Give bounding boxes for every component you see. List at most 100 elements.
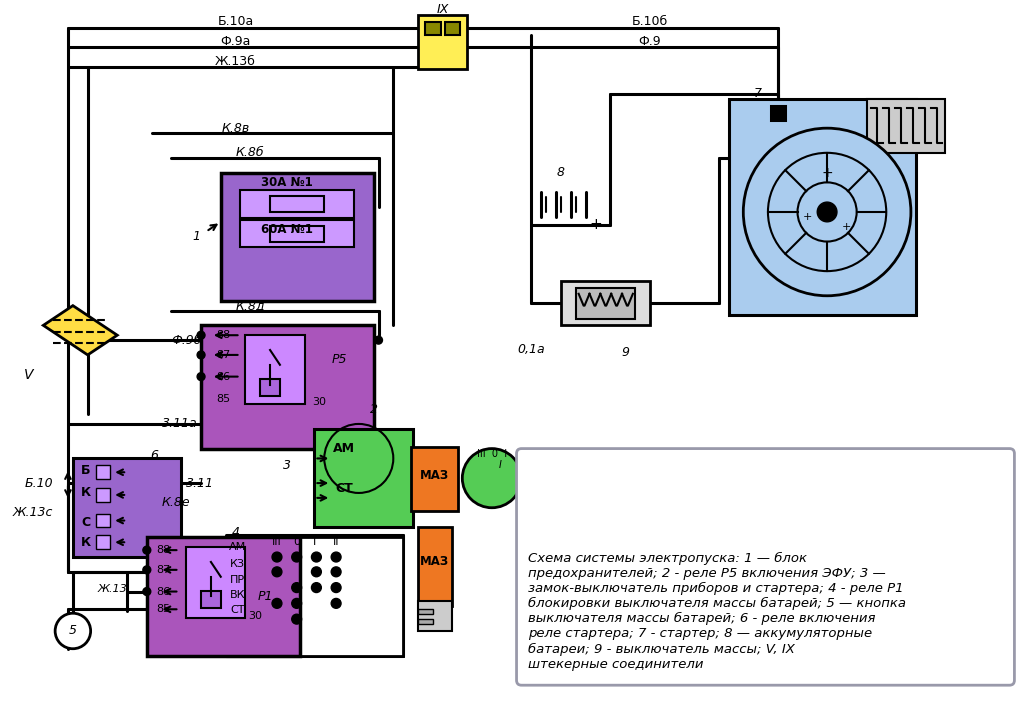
Polygon shape <box>43 306 118 355</box>
Circle shape <box>143 587 151 595</box>
Bar <box>241 220 354 247</box>
Bar <box>418 601 453 631</box>
Text: 30А №1: 30А №1 <box>261 176 312 189</box>
FancyBboxPatch shape <box>516 449 1015 685</box>
Text: 0,1а: 0,1а <box>517 343 545 357</box>
Bar <box>771 107 784 121</box>
Circle shape <box>292 599 302 608</box>
Text: КЗ: КЗ <box>230 559 245 569</box>
Circle shape <box>375 336 382 344</box>
Circle shape <box>311 552 322 562</box>
Bar <box>444 22 461 36</box>
Text: II: II <box>333 537 339 547</box>
Circle shape <box>462 449 521 508</box>
Text: +: + <box>803 212 812 222</box>
Text: Р5: Р5 <box>332 353 347 367</box>
Bar <box>246 335 304 404</box>
Text: 8: 8 <box>557 166 565 179</box>
Text: Схема системы электропуска: 1 — блок
предохранителей; 2 - реле Р5 включения ЭФУ;: Схема системы электропуска: 1 — блок пре… <box>528 552 906 671</box>
Text: К: К <box>81 536 91 549</box>
Circle shape <box>331 567 341 577</box>
Circle shape <box>817 202 837 222</box>
Text: Ж.13: Ж.13 <box>97 584 127 594</box>
Text: ВК: ВК <box>229 590 246 601</box>
Bar <box>95 536 111 549</box>
Text: +: + <box>589 217 602 232</box>
Bar <box>270 226 325 242</box>
Text: 88: 88 <box>217 330 230 340</box>
Text: Ж.13с: Ж.13с <box>12 506 53 519</box>
Bar <box>866 99 945 153</box>
Bar <box>260 379 280 396</box>
Bar <box>95 488 111 502</box>
Text: III: III <box>272 537 282 547</box>
Text: СТ: СТ <box>335 482 353 494</box>
Text: Г: Г <box>313 537 319 547</box>
Circle shape <box>331 599 341 608</box>
Text: 85: 85 <box>217 394 230 404</box>
Text: Ф.9: Ф.9 <box>638 35 660 48</box>
Text: ПР: ПР <box>230 575 245 585</box>
Bar <box>241 190 354 218</box>
Circle shape <box>272 567 282 577</box>
Text: 2: 2 <box>370 402 378 416</box>
Text: Б.10а: Б.10а <box>217 15 254 28</box>
Bar <box>314 429 413 527</box>
Circle shape <box>331 583 341 592</box>
Text: 6: 6 <box>151 449 159 462</box>
Circle shape <box>292 583 302 592</box>
Text: III  0  I: III 0 I <box>477 449 507 458</box>
Text: К.8б: К.8б <box>237 147 264 159</box>
Circle shape <box>331 552 341 562</box>
Text: МАЗ: МАЗ <box>420 555 450 569</box>
Text: К: К <box>81 486 91 499</box>
Circle shape <box>292 614 302 624</box>
Bar <box>95 465 111 479</box>
Text: СТ: СТ <box>230 605 245 615</box>
Text: Ф.9б: Ф.9б <box>171 334 202 346</box>
Bar <box>221 172 374 301</box>
Circle shape <box>197 351 205 359</box>
Text: Б: Б <box>81 464 90 477</box>
Text: 0: 0 <box>293 537 300 547</box>
Text: V: V <box>24 367 33 381</box>
Circle shape <box>743 128 911 296</box>
Bar <box>418 619 433 624</box>
Text: 3.11а: 3.11а <box>162 417 198 430</box>
Bar <box>411 447 459 511</box>
Circle shape <box>143 546 151 554</box>
Bar <box>418 609 433 614</box>
Bar <box>575 288 635 320</box>
Text: 1: 1 <box>193 230 200 243</box>
Bar <box>201 590 221 608</box>
Circle shape <box>197 373 205 381</box>
Text: 7: 7 <box>754 87 762 100</box>
Circle shape <box>272 599 282 608</box>
Text: Р1: Р1 <box>257 590 272 603</box>
Bar <box>418 527 453 606</box>
Circle shape <box>311 567 322 577</box>
Text: 87: 87 <box>217 350 230 360</box>
Text: Б.10: Б.10 <box>25 477 53 489</box>
Bar <box>225 537 403 655</box>
Bar <box>146 537 300 655</box>
Circle shape <box>197 332 205 339</box>
Text: АМ: АМ <box>229 542 246 552</box>
Text: К.8в: К.8в <box>221 122 250 135</box>
Text: +: + <box>821 165 833 179</box>
Text: IX: IX <box>436 4 449 16</box>
Circle shape <box>55 613 91 648</box>
Bar <box>186 547 246 618</box>
Bar <box>728 99 915 315</box>
Text: Ж.13б: Ж.13б <box>215 55 256 67</box>
Bar <box>425 22 440 36</box>
Bar <box>201 325 374 449</box>
Text: 86: 86 <box>157 587 171 597</box>
Circle shape <box>311 583 322 592</box>
Text: АМ: АМ <box>333 442 355 455</box>
Text: К.8д: К.8д <box>236 299 265 312</box>
Text: 3: 3 <box>283 459 291 472</box>
Text: –: – <box>532 217 540 232</box>
Circle shape <box>143 566 151 574</box>
Text: 88: 88 <box>157 545 171 555</box>
